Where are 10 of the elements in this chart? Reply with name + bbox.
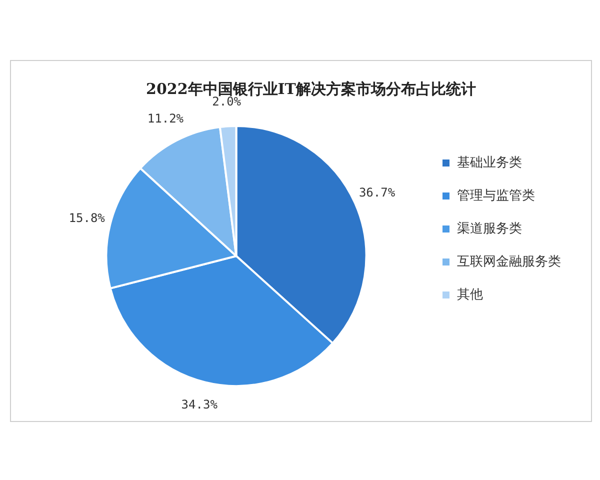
legend-label: 渠道服务类	[457, 221, 522, 236]
data-label: 11.2%	[147, 111, 184, 126]
data-label: 15.8%	[68, 210, 106, 225]
legend-label: 互联网金融服务类	[457, 254, 561, 270]
chart-title: 2022年中国银行业IT解决方案市场分布占比统计	[146, 80, 476, 98]
legend-label: 管理与监管类	[457, 188, 535, 204]
data-label: 34.3%	[181, 398, 218, 412]
legend-label: 基础业务类	[457, 155, 522, 170]
legend-label: 其他	[457, 287, 483, 302]
data-label: 36.7%	[358, 186, 396, 200]
